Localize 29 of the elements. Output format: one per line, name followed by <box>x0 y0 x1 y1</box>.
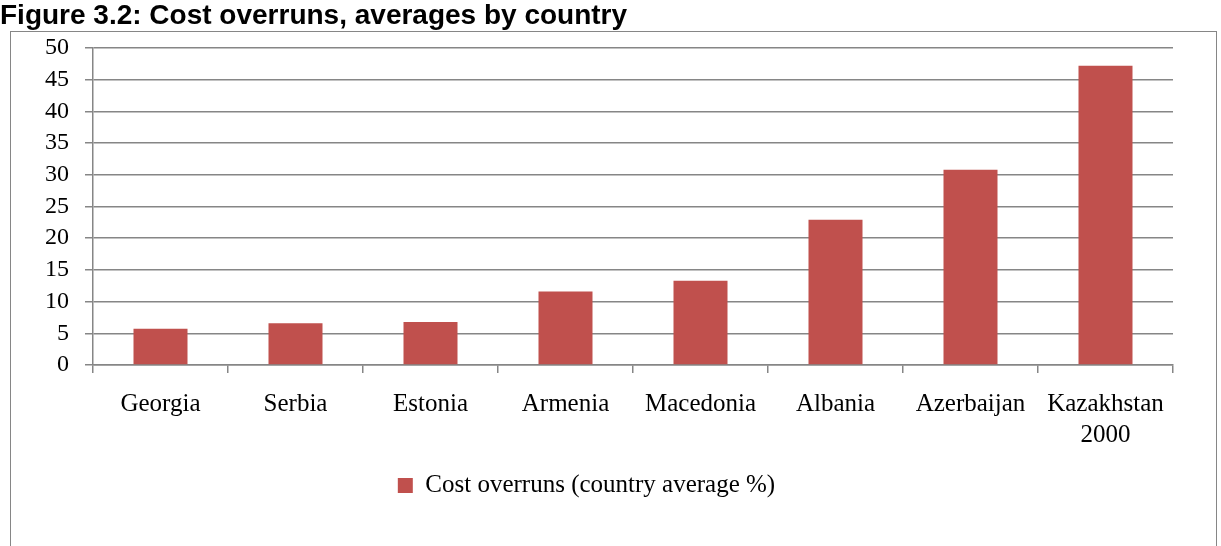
x-tick-label: Macedonia <box>644 389 757 417</box>
bar <box>403 321 458 365</box>
bar <box>1078 65 1133 365</box>
y-tick-label: 45 <box>45 65 69 91</box>
y-tick-label: 5 <box>57 318 69 345</box>
y-tick-label: 15 <box>45 255 69 282</box>
bar <box>133 328 188 365</box>
y-tick-label: 50 <box>45 33 69 60</box>
x-tick-label: Kazakhstan 2000 <box>1047 389 1165 448</box>
y-tick-label: 10 <box>45 286 69 313</box>
x-tick-label: Georgia <box>120 389 201 417</box>
bar <box>268 323 323 365</box>
y-tick-label: 20 <box>45 223 69 250</box>
x-tick-label: Armenia <box>521 389 610 417</box>
x-tick-label: Azerbaijan <box>915 389 1026 417</box>
y-tick-label: 40 <box>45 96 69 123</box>
legend-label: Cost overruns (country average %) <box>425 470 776 499</box>
x-tick-label: Serbia <box>263 389 328 417</box>
y-tick-label: 25 <box>45 191 69 218</box>
chart-title: Figure 3.2: Cost overruns, averages by country <box>0 0 628 30</box>
x-tick-label: Estonia <box>393 389 468 417</box>
y-tick-label: 0 <box>57 350 69 377</box>
y-tick-label: 30 <box>45 160 69 187</box>
bar <box>943 169 998 365</box>
y-tick-label: 35 <box>45 128 69 155</box>
bar <box>808 219 863 365</box>
bar <box>538 291 593 365</box>
bar <box>673 280 728 365</box>
x-tick-label: Albania <box>795 389 876 417</box>
